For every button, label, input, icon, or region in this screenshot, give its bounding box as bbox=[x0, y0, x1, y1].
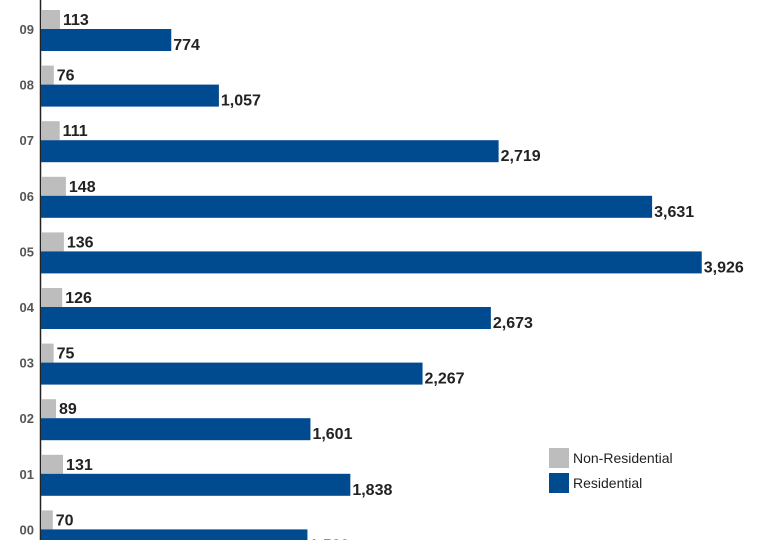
value-label-residential-09: 774 bbox=[173, 37, 200, 54]
category-label-05: 05 bbox=[20, 244, 34, 259]
value-label-non-residential-07: 111 bbox=[63, 123, 88, 140]
bar-non-residential-04 bbox=[41, 288, 62, 307]
value-label-non-residential-05: 136 bbox=[67, 234, 94, 251]
legend-swatch-non-residential bbox=[549, 448, 569, 468]
category-label-04: 04 bbox=[20, 300, 35, 315]
value-label-residential-06: 3,631 bbox=[654, 204, 694, 221]
value-label-non-residential-02: 89 bbox=[59, 401, 77, 418]
legend: Non-Residential Residential bbox=[549, 448, 673, 493]
bar-non-residential-09 bbox=[41, 10, 60, 29]
bar-residential-07 bbox=[41, 140, 499, 162]
category-label-01: 01 bbox=[20, 467, 34, 482]
value-label-non-residential-04: 126 bbox=[65, 290, 92, 307]
value-label-residential-04: 2,673 bbox=[493, 315, 533, 332]
value-label-residential-03: 2,267 bbox=[425, 371, 465, 388]
bar-residential-09 bbox=[41, 29, 171, 51]
bar-residential-04 bbox=[41, 307, 491, 329]
legend-label-non-residential: Non-Residential bbox=[573, 450, 673, 466]
legend-swatch-residential bbox=[549, 473, 569, 493]
bar-non-residential-06 bbox=[41, 177, 66, 196]
category-label-09: 09 bbox=[20, 22, 34, 37]
bar-non-residential-01 bbox=[41, 455, 63, 474]
value-label-residential-07: 2,719 bbox=[501, 148, 541, 165]
value-label-non-residential-08: 76 bbox=[57, 68, 75, 85]
category-label-08: 08 bbox=[20, 78, 34, 93]
value-label-residential-08: 1,057 bbox=[221, 93, 261, 110]
bar-residential-05 bbox=[41, 251, 702, 273]
value-label-non-residential-03: 75 bbox=[57, 346, 75, 363]
value-label-non-residential-09: 113 bbox=[63, 12, 89, 29]
bar-residential-02 bbox=[41, 418, 310, 440]
category-label-00: 00 bbox=[20, 522, 34, 537]
bar-residential-01 bbox=[41, 474, 350, 496]
bar-residential-06 bbox=[41, 196, 652, 218]
category-label-03: 03 bbox=[20, 356, 34, 371]
bar-non-residential-05 bbox=[41, 232, 64, 251]
category-label-07: 07 bbox=[20, 133, 34, 148]
value-label-non-residential-06: 148 bbox=[69, 179, 96, 196]
bar-non-residential-08 bbox=[41, 66, 54, 85]
legend-label-residential: Residential bbox=[573, 475, 642, 491]
value-label-non-residential-00: 70 bbox=[56, 512, 74, 529]
bar-non-residential-02 bbox=[41, 399, 56, 418]
bar-residential-03 bbox=[41, 363, 423, 385]
bar-residential-00 bbox=[41, 529, 307, 540]
bar-non-residential-07 bbox=[41, 121, 60, 140]
value-label-residential-05: 3,926 bbox=[704, 259, 744, 276]
value-label-residential-01: 1,838 bbox=[352, 482, 392, 499]
value-label-non-residential-01: 131 bbox=[66, 457, 93, 474]
bar-non-residential-00 bbox=[41, 510, 53, 529]
category-label-02: 02 bbox=[20, 411, 34, 426]
bar-non-residential-03 bbox=[41, 344, 54, 363]
category-label-06: 06 bbox=[20, 189, 34, 204]
value-label-residential-02: 1,601 bbox=[312, 426, 352, 443]
bar-residential-08 bbox=[41, 85, 219, 107]
